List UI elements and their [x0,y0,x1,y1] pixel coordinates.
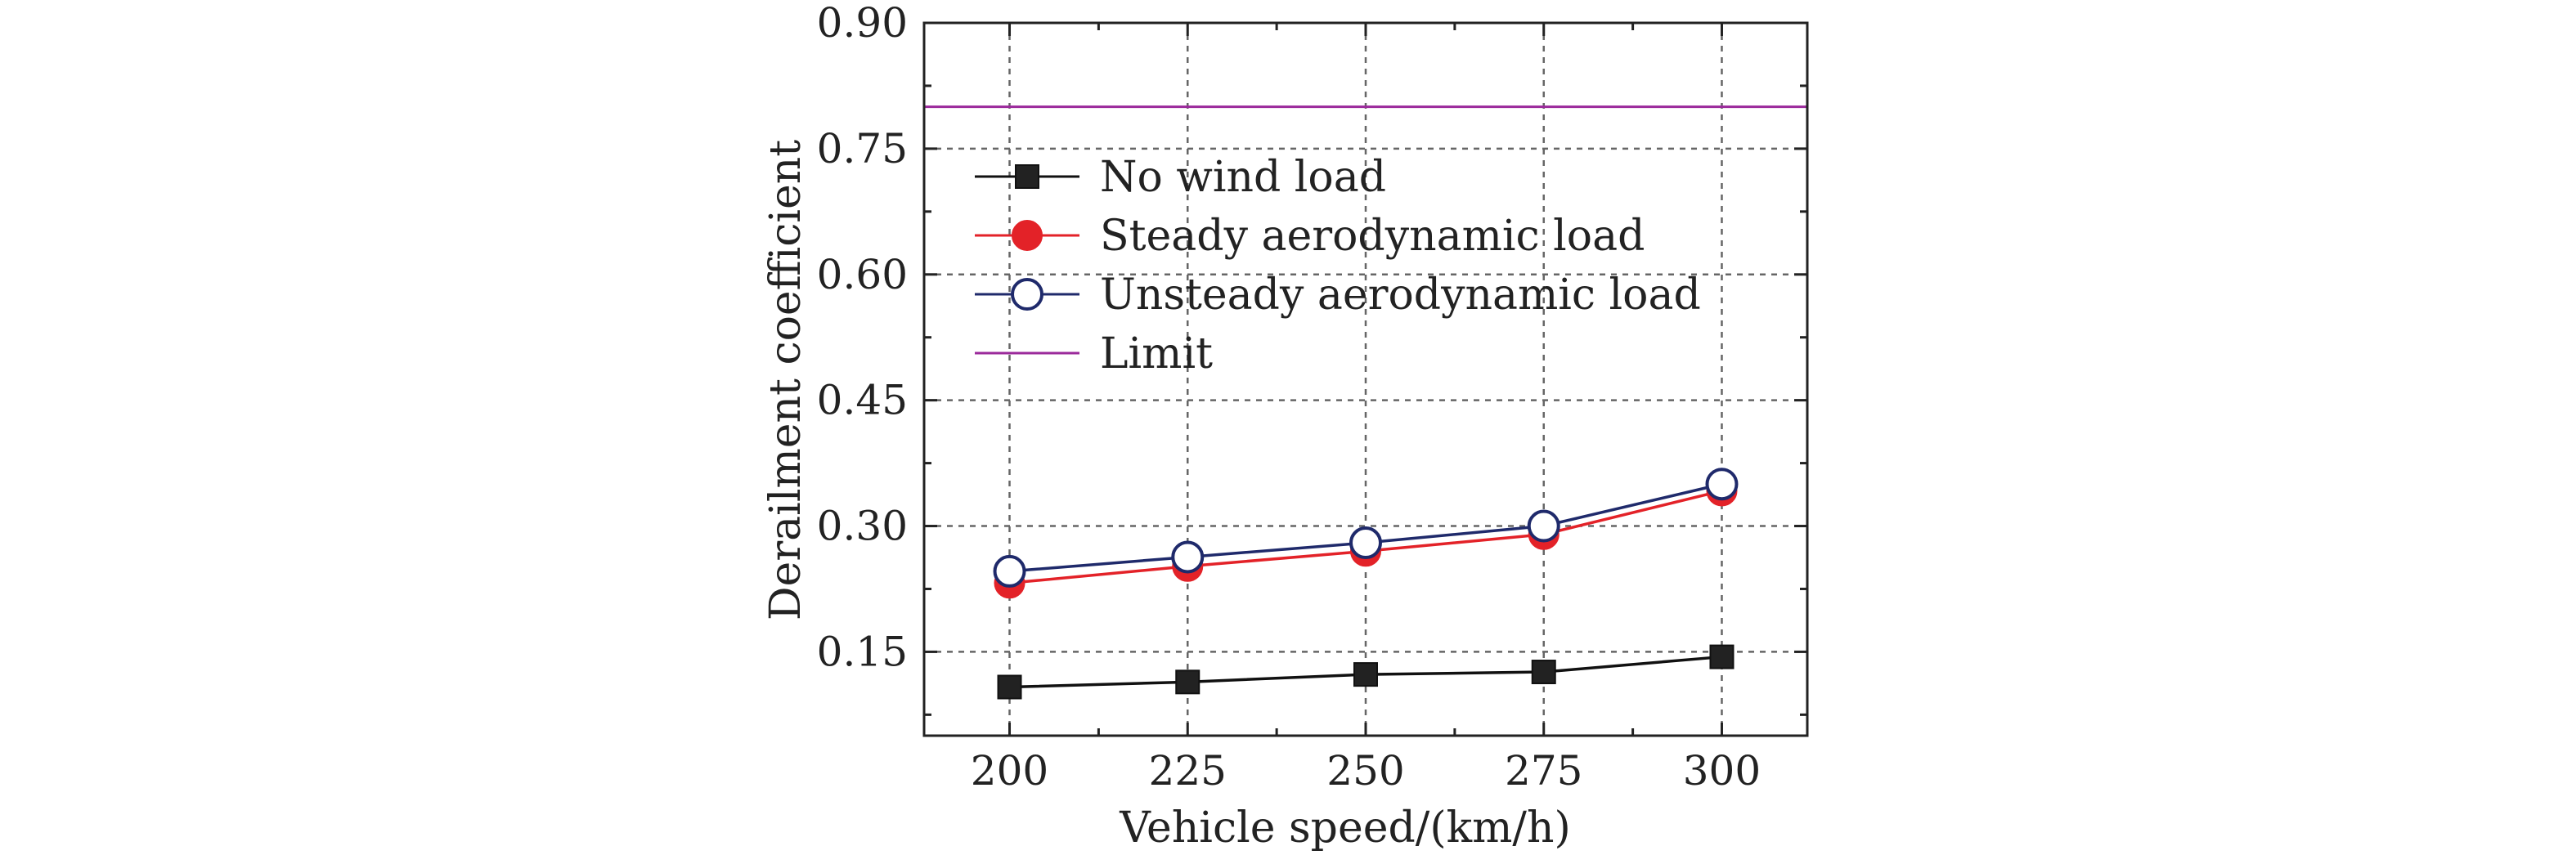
legend-marker [1015,164,1039,189]
y-tick-label: 0.30 [817,503,908,550]
y-tick-label: 0.45 [817,377,908,424]
legend-label: Unsteady aerodynamic load [1100,271,1701,320]
y-axis: 0.15 0.30 0.45 0.60 0.75 0.90 [817,0,1807,716]
data-point [1171,540,1205,574]
y-tick-label: 0.75 [817,125,908,172]
grid-lines [924,23,1807,736]
legend-label: No wind load [1100,153,1386,202]
data-point [993,554,1026,588]
x-axis: 200 225 250 275 300 [971,23,1761,795]
y-tick-label: 0.90 [817,0,908,47]
data-point [1353,662,1378,687]
data-point [1349,526,1382,560]
data-point [1531,660,1556,685]
y-tick-label: 0.15 [817,628,908,675]
data-point [1527,509,1560,543]
data-point [1175,669,1200,695]
x-axis-title: Vehicle speed/(km/h) [1119,804,1570,853]
x-tick-label: 300 [1683,747,1761,795]
series-0 [997,644,1735,700]
legend-marker [1012,220,1043,251]
data-point [1705,468,1739,501]
legend-entry: Limit [975,329,1213,378]
data-point [997,674,1022,700]
x-tick-label: 250 [1326,747,1404,795]
x-tick-label: 275 [1505,747,1582,795]
legend-label: Limit [1100,329,1213,378]
data-point [1709,644,1735,669]
legend-marker [1011,278,1043,311]
x-tick-label: 200 [971,747,1048,795]
y-tick-label: 0.60 [817,251,908,298]
series-2 [993,468,1739,588]
x-tick-label: 225 [1149,747,1227,795]
legend-entry: Unsteady aerodynamic load [975,271,1701,320]
legend-entry: Steady aerodynamic load [975,212,1645,261]
legend: No wind load Steady aerodynamic load Unste… [975,153,1701,378]
legend-entry: No wind load [975,153,1386,202]
y-axis-title: Derailment coefficient [761,140,810,620]
legend-label: Steady aerodynamic load [1100,212,1645,261]
